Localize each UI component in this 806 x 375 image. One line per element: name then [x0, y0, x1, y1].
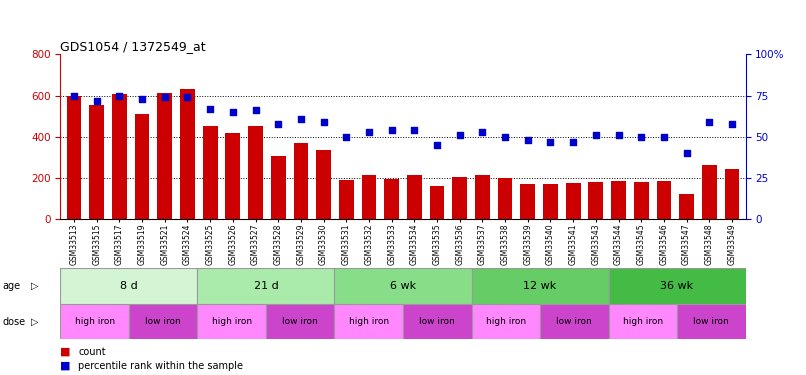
- Bar: [197, 268, 334, 304]
- Bar: [430, 186, 444, 219]
- Text: low iron: low iron: [282, 317, 318, 326]
- Text: ▷: ▷: [31, 281, 38, 291]
- Bar: [540, 304, 609, 339]
- Point: [317, 119, 330, 125]
- Bar: [679, 194, 694, 219]
- Point: [294, 116, 307, 122]
- Bar: [472, 268, 609, 304]
- Point: [226, 109, 239, 115]
- Bar: [334, 304, 403, 339]
- Text: high iron: high iron: [349, 317, 388, 326]
- Text: age: age: [2, 281, 20, 291]
- Point: [430, 142, 443, 148]
- Point: [249, 108, 262, 114]
- Point: [544, 139, 557, 145]
- Bar: [60, 304, 129, 339]
- Point: [363, 129, 376, 135]
- Text: 8 d: 8 d: [120, 281, 138, 291]
- Bar: [203, 126, 218, 219]
- Bar: [677, 304, 746, 339]
- Bar: [248, 126, 263, 219]
- Text: low iron: low iron: [145, 317, 181, 326]
- Text: dose: dose: [2, 316, 26, 327]
- Text: ■: ■: [60, 361, 71, 371]
- Text: high iron: high iron: [75, 317, 114, 326]
- Bar: [334, 268, 472, 304]
- Bar: [67, 96, 81, 219]
- Text: high iron: high iron: [212, 317, 251, 326]
- Text: 21 d: 21 d: [254, 281, 278, 291]
- Point: [476, 129, 489, 135]
- Point: [90, 98, 103, 104]
- Bar: [543, 184, 558, 219]
- Bar: [157, 93, 172, 219]
- Bar: [725, 169, 739, 219]
- Point: [340, 134, 353, 140]
- Bar: [197, 304, 266, 339]
- Point: [272, 121, 285, 127]
- Text: low iron: low iron: [693, 317, 729, 326]
- Bar: [271, 156, 285, 219]
- Point: [181, 94, 194, 100]
- Bar: [362, 175, 376, 219]
- Point: [158, 94, 171, 100]
- Bar: [657, 181, 671, 219]
- Text: 12 wk: 12 wk: [523, 281, 557, 291]
- Point: [589, 132, 602, 138]
- Bar: [634, 182, 649, 219]
- Bar: [293, 143, 308, 219]
- Bar: [89, 105, 104, 219]
- Text: GDS1054 / 1372549_at: GDS1054 / 1372549_at: [60, 40, 206, 53]
- Point: [567, 139, 580, 145]
- Bar: [60, 268, 197, 304]
- Bar: [316, 150, 331, 219]
- Text: percentile rank within the sample: percentile rank within the sample: [78, 361, 243, 371]
- Point: [408, 127, 421, 133]
- Bar: [472, 304, 540, 339]
- Bar: [129, 304, 197, 339]
- Point: [135, 96, 148, 102]
- Point: [635, 134, 648, 140]
- Text: count: count: [78, 347, 106, 357]
- Bar: [384, 179, 399, 219]
- Point: [453, 132, 466, 138]
- Point: [385, 127, 398, 133]
- Text: ■: ■: [60, 347, 71, 357]
- Bar: [226, 133, 240, 219]
- Bar: [135, 114, 149, 219]
- Text: ▷: ▷: [31, 316, 38, 327]
- Text: 36 wk: 36 wk: [660, 281, 694, 291]
- Point: [499, 134, 512, 140]
- Bar: [588, 182, 603, 219]
- Point: [725, 121, 738, 127]
- Bar: [475, 175, 490, 219]
- Bar: [266, 304, 334, 339]
- Bar: [452, 177, 467, 219]
- Point: [113, 93, 126, 99]
- Point: [658, 134, 671, 140]
- Bar: [609, 268, 746, 304]
- Bar: [702, 165, 717, 219]
- Text: high iron: high iron: [486, 317, 526, 326]
- Bar: [112, 93, 127, 219]
- Bar: [611, 181, 626, 219]
- Bar: [339, 180, 354, 219]
- Point: [521, 137, 534, 143]
- Bar: [407, 175, 422, 219]
- Text: high iron: high iron: [623, 317, 663, 326]
- Text: 6 wk: 6 wk: [390, 281, 416, 291]
- Text: low iron: low iron: [419, 317, 455, 326]
- Bar: [180, 89, 195, 219]
- Bar: [566, 183, 580, 219]
- Text: low iron: low iron: [556, 317, 592, 326]
- Point: [204, 106, 217, 112]
- Point: [68, 93, 81, 99]
- Bar: [521, 184, 535, 219]
- Bar: [609, 304, 677, 339]
- Point: [612, 132, 625, 138]
- Bar: [403, 304, 472, 339]
- Point: [680, 150, 693, 156]
- Bar: [498, 178, 513, 219]
- Point: [703, 119, 716, 125]
